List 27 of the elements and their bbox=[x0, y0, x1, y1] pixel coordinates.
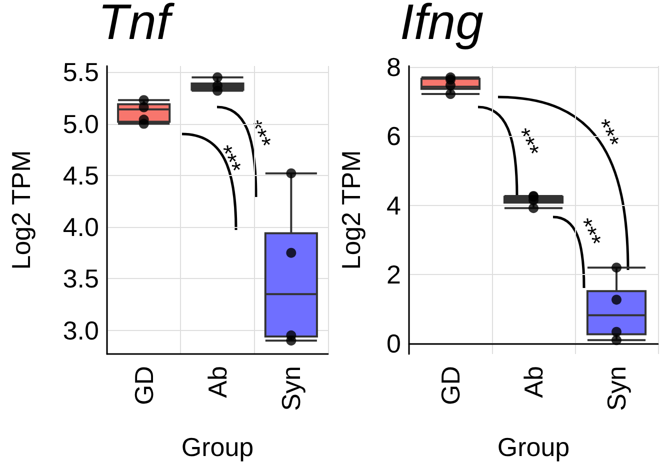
annotation: *** bbox=[508, 124, 544, 162]
y-tick-label: 0 bbox=[386, 328, 401, 359]
annotation: *** bbox=[210, 141, 246, 179]
y-tick-label: 5.0 bbox=[62, 108, 99, 139]
y-tick-label: 3.5 bbox=[62, 264, 99, 294]
y-tick-label: 4.5 bbox=[62, 160, 99, 190]
annotation: *** bbox=[570, 214, 606, 252]
chart-title: Tnf bbox=[98, 0, 176, 50]
y-tick-label: 2 bbox=[386, 259, 401, 290]
x-tick-label: Syn bbox=[276, 366, 306, 411]
chart-title: Ifng bbox=[400, 0, 484, 50]
y-tick-label: 8 bbox=[386, 52, 401, 82]
y-tick-label: 5.5 bbox=[62, 57, 99, 88]
y-tick-label: 6 bbox=[386, 121, 401, 152]
y-axis-title: Log2 TPM bbox=[336, 150, 366, 270]
x-axis-title: Group bbox=[181, 432, 254, 462]
x-tick-label: GD bbox=[128, 366, 159, 405]
y-tick-label: 4 bbox=[386, 190, 401, 220]
y-axis-title: Log2 TPM bbox=[6, 150, 36, 270]
x-tick-label: Syn bbox=[602, 366, 632, 411]
y-tick-label: 3.0 bbox=[62, 315, 99, 346]
annotation: *** bbox=[588, 115, 624, 153]
y-tick-label: 4.0 bbox=[62, 212, 99, 242]
x-tick-label: GD bbox=[436, 366, 466, 405]
x-tick-label: Ab bbox=[518, 366, 548, 398]
x-tick-label: Ab bbox=[202, 366, 232, 398]
x-axis-title: Group bbox=[497, 432, 570, 462]
